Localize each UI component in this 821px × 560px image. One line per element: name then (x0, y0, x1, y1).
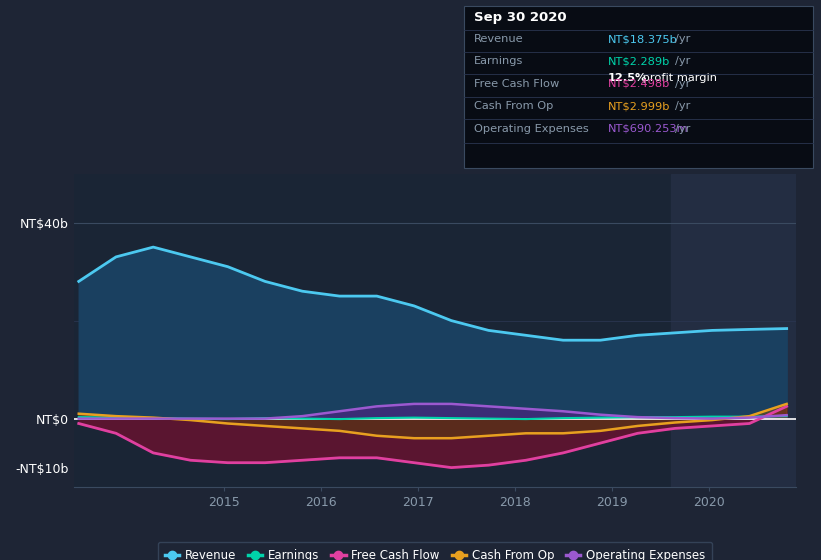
Text: /yr: /yr (675, 124, 690, 134)
Text: Cash From Op: Cash From Op (474, 101, 553, 111)
Text: NT$2.498b: NT$2.498b (608, 79, 670, 89)
Text: profit margin: profit margin (639, 73, 717, 83)
Text: Sep 30 2020: Sep 30 2020 (474, 11, 566, 24)
Text: /yr: /yr (675, 57, 690, 67)
Text: /yr: /yr (675, 79, 690, 89)
Text: Earnings: Earnings (474, 57, 523, 67)
Text: NT$690.253m: NT$690.253m (608, 124, 688, 134)
Text: /yr: /yr (675, 101, 690, 111)
Text: NT$2.999b: NT$2.999b (608, 101, 670, 111)
Text: Revenue: Revenue (474, 34, 523, 44)
Legend: Revenue, Earnings, Free Cash Flow, Cash From Op, Operating Expenses: Revenue, Earnings, Free Cash Flow, Cash … (158, 542, 713, 560)
Bar (671, 174, 821, 487)
Text: NT$2.289b: NT$2.289b (608, 57, 670, 67)
Text: NT$18.375b: NT$18.375b (608, 34, 677, 44)
Text: /yr: /yr (675, 34, 690, 44)
Text: Free Cash Flow: Free Cash Flow (474, 79, 559, 89)
Text: 12.5%: 12.5% (608, 73, 647, 83)
Text: Operating Expenses: Operating Expenses (474, 124, 589, 134)
